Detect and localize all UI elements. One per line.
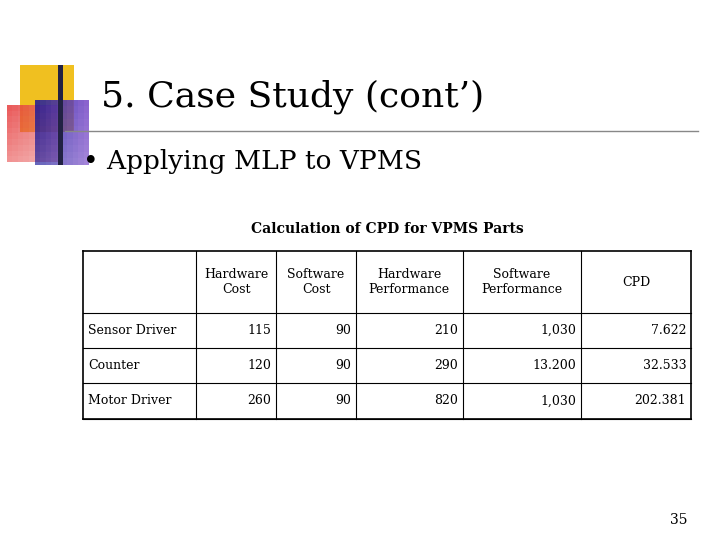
Text: 90: 90 xyxy=(335,324,351,338)
Text: 120: 120 xyxy=(247,359,271,373)
Text: Hardware
Cost: Hardware Cost xyxy=(204,268,269,296)
Text: 1,030: 1,030 xyxy=(540,324,576,338)
Text: Motor Driver: Motor Driver xyxy=(88,394,171,408)
Text: 260: 260 xyxy=(247,394,271,408)
Text: 820: 820 xyxy=(433,394,458,408)
Text: Hardware
Performance: Hardware Performance xyxy=(369,268,450,296)
Text: 210: 210 xyxy=(433,324,458,338)
Text: 7.622: 7.622 xyxy=(651,324,686,338)
Text: 90: 90 xyxy=(335,359,351,373)
Text: Software
Performance: Software Performance xyxy=(481,268,562,296)
Text: 290: 290 xyxy=(434,359,458,373)
Text: Sensor Driver: Sensor Driver xyxy=(88,324,176,338)
Text: 202.381: 202.381 xyxy=(634,394,686,408)
Text: Calculation of CPD for VPMS Parts: Calculation of CPD for VPMS Parts xyxy=(251,222,523,237)
Text: 32.533: 32.533 xyxy=(642,359,686,373)
Text: 115: 115 xyxy=(247,324,271,338)
Text: 90: 90 xyxy=(335,394,351,408)
Text: 13.200: 13.200 xyxy=(532,359,576,373)
Text: Counter: Counter xyxy=(88,359,140,373)
Text: 35: 35 xyxy=(670,512,688,526)
Text: Software
Cost: Software Cost xyxy=(287,268,345,296)
Text: 5. Case Study (cont’): 5. Case Study (cont’) xyxy=(101,80,484,114)
Text: CPD: CPD xyxy=(622,275,650,289)
Text: • Applying MLP to VPMS: • Applying MLP to VPMS xyxy=(83,150,422,174)
Text: 1,030: 1,030 xyxy=(540,394,576,408)
